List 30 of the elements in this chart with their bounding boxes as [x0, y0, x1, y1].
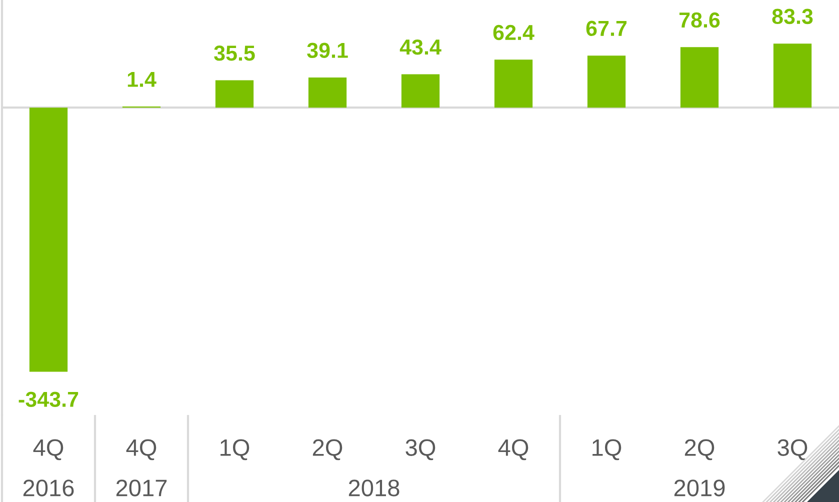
bar — [587, 56, 626, 108]
x-tick-label: 4Q — [33, 439, 64, 460]
bar — [494, 60, 533, 108]
data-label: 62.4 — [493, 24, 534, 40]
data-label: 39.1 — [307, 42, 348, 58]
text: 2018 — [348, 480, 400, 496]
x-tick-label: 2Q — [684, 439, 714, 460]
bar — [29, 108, 68, 372]
data-label: 35.5 — [214, 46, 255, 61]
bar — [680, 47, 719, 108]
x-tick-label: 1Q — [592, 439, 622, 460]
data-label: 78.6 — [679, 12, 720, 28]
bar — [773, 44, 812, 108]
x-tick-label: 2Q — [312, 439, 342, 460]
bar — [308, 78, 347, 108]
bar — [215, 80, 254, 108]
x-tick-label: 4Q — [498, 439, 528, 460]
data-label: 1.4 — [128, 72, 156, 87]
x-tick-label: 3Q — [406, 439, 436, 460]
data-label: 83.3 — [772, 8, 813, 24]
data-label: 43.4 — [400, 39, 442, 55]
text: 2016 — [23, 480, 74, 496]
data-label: -343.7 — [18, 392, 78, 408]
x-tick-label: 1Q — [220, 439, 250, 460]
data-label: 67.7 — [586, 20, 627, 36]
x-tick-label: 3Q — [778, 439, 808, 460]
text: 2017 — [116, 480, 167, 496]
x-tick-label: 4Q — [126, 439, 156, 460]
bar — [401, 74, 440, 108]
text: 2019 — [674, 480, 725, 496]
